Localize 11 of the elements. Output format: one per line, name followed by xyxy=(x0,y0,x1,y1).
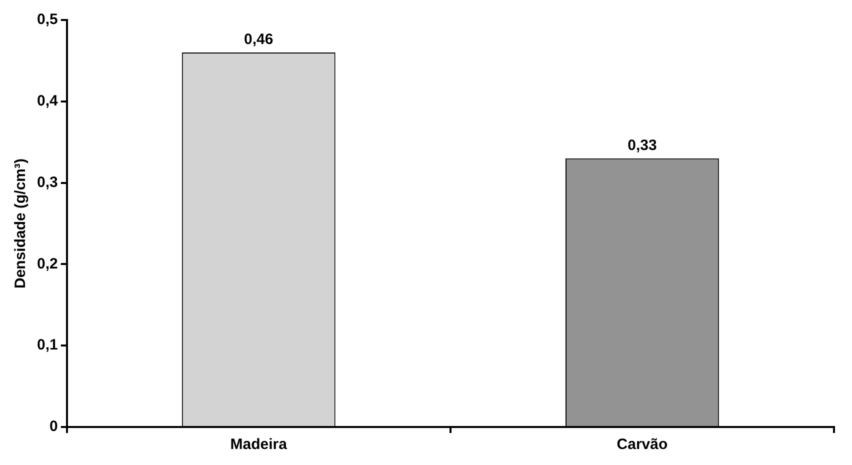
x-tick-label: Madeira xyxy=(230,436,288,454)
data-label: 0,46 xyxy=(244,31,274,48)
y-tick-label: 0,5 xyxy=(36,11,58,28)
data-label: 0,33 xyxy=(628,137,657,154)
y-tick-label: 0 xyxy=(50,418,58,436)
y-tick-label: 0,1 xyxy=(36,336,58,354)
y-tick-label: 0,3 xyxy=(36,174,58,191)
y-axis-title: Densidade (g/cm³) xyxy=(12,158,30,289)
y-tick-label: 0,4 xyxy=(36,92,58,110)
x-tick-label: Carvão xyxy=(616,436,668,454)
y-tick-label: 0,2 xyxy=(36,255,58,272)
